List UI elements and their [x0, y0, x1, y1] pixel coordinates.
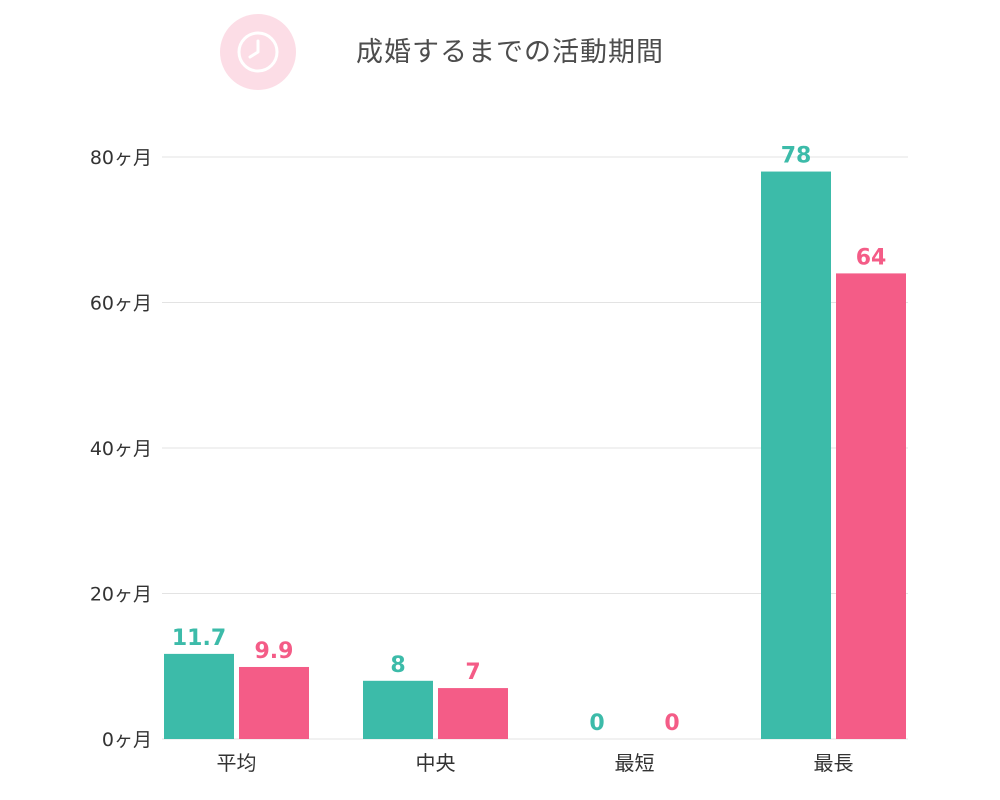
value-label: 0 — [664, 711, 679, 736]
y-tick-label: 40ヶ月 — [90, 438, 152, 460]
y-tick-label: 20ヶ月 — [90, 584, 152, 606]
category-label: 平均 — [217, 751, 257, 775]
value-label: 8 — [390, 653, 405, 678]
bar — [363, 680, 433, 739]
bar — [164, 653, 234, 739]
bar — [239, 666, 309, 739]
category-label: 最長 — [814, 751, 854, 775]
value-label: 0 — [589, 711, 604, 736]
chart-header: 成婚するまでの活動期間 — [0, 0, 1000, 100]
value-label: 11.7 — [172, 626, 226, 651]
value-label: 7 — [465, 660, 480, 685]
bar — [761, 171, 831, 740]
category-label: 最短 — [615, 751, 655, 775]
y-tick-label: 80ヶ月 — [90, 147, 152, 169]
value-label: 64 — [856, 245, 887, 270]
y-tick-label: 0ヶ月 — [102, 729, 152, 751]
clock-badge — [220, 14, 296, 90]
clock-icon — [237, 31, 279, 73]
y-tick-label: 60ヶ月 — [90, 293, 152, 315]
category-label: 中央 — [416, 751, 456, 775]
value-label: 78 — [781, 144, 812, 169]
bar — [836, 273, 906, 739]
chart-title: 成婚するまでの活動期間 — [356, 37, 664, 68]
value-label: 9.9 — [255, 639, 294, 664]
bar — [438, 688, 508, 739]
